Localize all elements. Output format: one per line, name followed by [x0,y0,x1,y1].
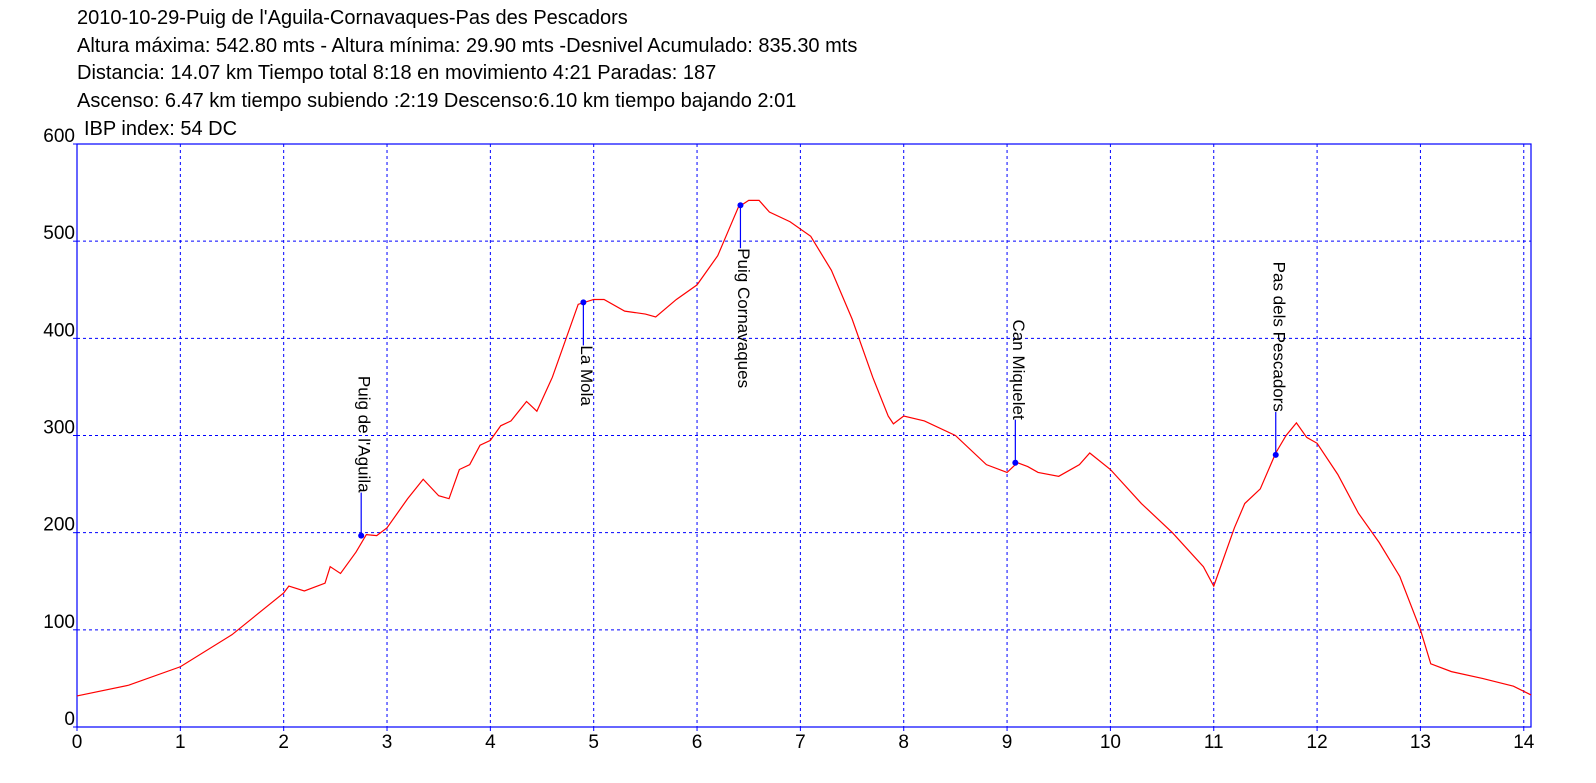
y-tick-label: 500 [43,223,75,244]
y-tick-label: 400 [43,320,75,341]
x-tick-label: 10 [1100,732,1121,753]
y-tick-label: 600 [43,126,75,147]
waypoint [1272,451,1279,458]
chart-subtitle: Ascenso: 6.47 km tiempo subiendo :2:19 D… [77,90,796,112]
x-tick-label: 1 [175,732,186,753]
x-tick-label: 12 [1307,732,1328,753]
waypoint-label: Can Miquelet [1009,320,1028,420]
waypoint-label: Puig Cornavaques [734,248,753,388]
x-tick-label: 13 [1410,732,1431,753]
x-tick-label: 11 [1204,732,1224,753]
y-tick-label: 300 [43,418,75,439]
x-tick-label: 3 [382,732,393,753]
x-tick-label: 7 [795,732,806,753]
waypoint [1012,459,1019,466]
y-tick-label: 100 [43,612,75,633]
x-tick-label: 6 [692,732,703,753]
plot-frame [76,143,1532,728]
chart-subtitle: Distancia: 14.07 km Tiempo total 8:18 en… [77,62,716,84]
x-tick-label: 5 [588,732,599,753]
y-tick-label: 200 [43,515,75,536]
elevation-line [76,199,1532,697]
chart-subtitle: Altura máxima: 542.80 mts - Altura mínim… [77,35,857,57]
x-tick-label: 0 [72,732,83,753]
waypoint-label: Puig de l'Aguila [355,376,374,493]
x-tick-label: 4 [485,732,496,753]
waypoint [580,299,587,306]
x-tick-label: 9 [1002,732,1013,753]
waypoint [737,202,744,209]
waypoint-label: La Mola [577,345,596,406]
y-tick-label: 0 [64,709,75,730]
waypoint-label: Pas dels Pescadors [1269,262,1288,412]
x-tick-label: 2 [278,732,289,753]
x-tick-label: 14 [1513,732,1535,753]
x-tick-label: 8 [898,732,909,753]
chart-subtitle: IBP index: 54 DC [84,118,237,140]
chart-title: 2010-10-29-Puig de l'Aguila-Cornavaques-… [77,7,628,29]
waypoint [358,532,365,539]
